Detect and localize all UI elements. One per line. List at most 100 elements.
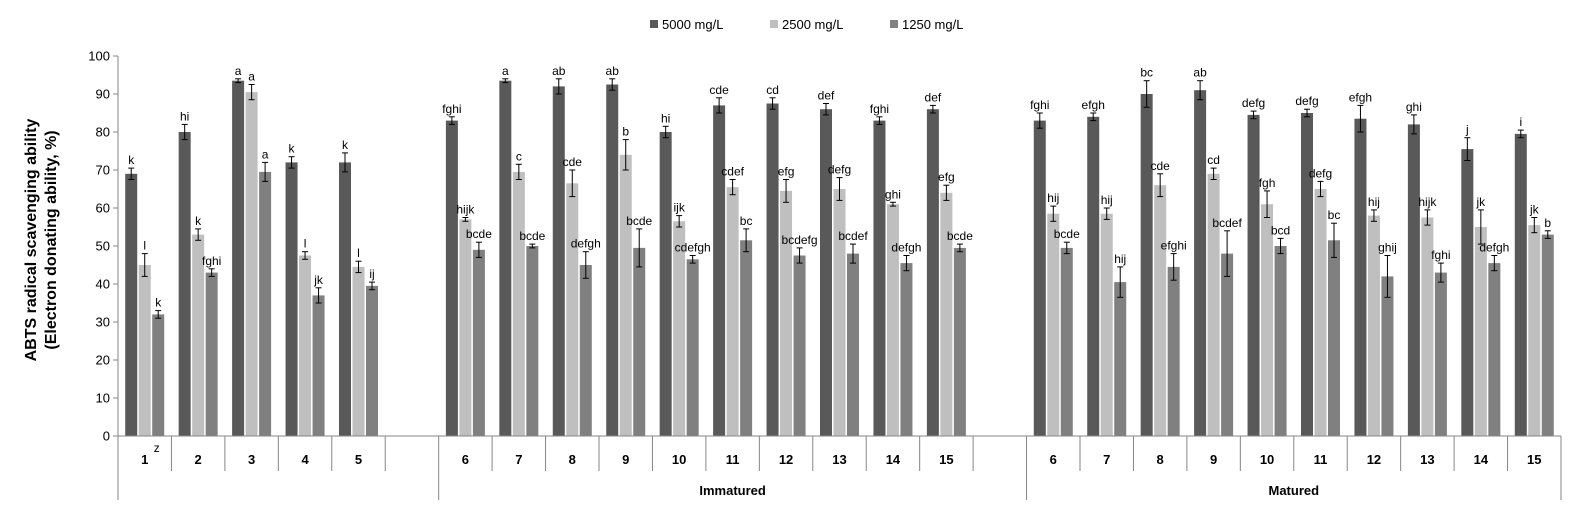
y-axis-title-line2: (Electron donating ability, %): [43, 130, 60, 349]
bar: [285, 162, 298, 436]
significance-letter: defg: [1295, 94, 1318, 108]
significance-letter: hij: [1114, 252, 1126, 266]
bar: [1167, 266, 1180, 436]
significance-letter: bcde: [1054, 227, 1080, 241]
bar: [1488, 263, 1501, 436]
bar: [953, 247, 966, 436]
significance-letter: defgh: [1479, 241, 1509, 255]
significance-letter: def: [818, 89, 835, 103]
bar: [886, 204, 899, 436]
significance-letter: defg: [1309, 166, 1332, 180]
significance-letter: bcde: [466, 227, 492, 241]
significance-letter: fghi: [202, 254, 221, 268]
bar: [1274, 246, 1287, 436]
significance-letter: a: [235, 64, 242, 78]
significance-letter: fghi: [1030, 98, 1049, 112]
significance-letter: i: [1519, 115, 1522, 129]
bar: [312, 295, 325, 436]
bar: [1033, 120, 1046, 436]
legend-swatch: [890, 20, 898, 28]
significance-letter: defg: [828, 163, 851, 177]
significance-letter: fghi: [870, 102, 889, 116]
bar: [445, 120, 458, 436]
y-tick-label: 0: [103, 429, 110, 444]
bar: [726, 187, 739, 436]
bar: [1328, 240, 1340, 436]
bar: [686, 259, 699, 436]
significance-letter: b: [622, 125, 629, 139]
category-label: 1: [141, 452, 148, 467]
significance-letter: a: [248, 70, 255, 84]
significance-letter: efg: [938, 170, 955, 184]
y-tick-label: 60: [96, 201, 110, 216]
bar: [740, 240, 753, 436]
bar: [633, 247, 646, 436]
bar: [1474, 227, 1487, 436]
y-tick-label: 10: [96, 391, 110, 406]
bar: [552, 86, 565, 437]
category-label: 14: [886, 452, 901, 467]
bar: [1381, 276, 1394, 436]
bar: [178, 132, 191, 436]
category-label: 13: [1420, 452, 1434, 467]
bar: [1194, 90, 1207, 436]
significance-letter: bcd: [1271, 223, 1290, 237]
bar: [499, 80, 512, 436]
category-label: 12: [779, 452, 793, 467]
bar: [566, 183, 579, 436]
category-label: 8: [1157, 452, 1164, 467]
significance-letter: ijk: [673, 201, 685, 215]
bar: [606, 84, 619, 436]
significance-letter: jk: [1529, 203, 1540, 217]
significance-letter: l: [304, 237, 307, 251]
y-axis-title: ABTS radical scavenging ability (Electro…: [23, 119, 60, 362]
significance-letter: hi: [180, 109, 189, 123]
significance-letter: fghi: [442, 102, 461, 116]
legend-label: 1250 mg/L: [902, 17, 963, 32]
bar: [1154, 185, 1167, 436]
significance-letter: bcde: [519, 229, 545, 243]
significance-letter: efghi: [1161, 239, 1187, 253]
significance-letter: ij: [369, 267, 374, 281]
significance-letter: hij: [1368, 195, 1380, 209]
bar: [1221, 253, 1234, 436]
bar: [1514, 133, 1527, 436]
bar: [232, 80, 245, 436]
legend-label: 2500 mg/L: [782, 17, 843, 32]
category-superscript: z: [154, 441, 160, 455]
bar: [259, 171, 272, 436]
category-label: 11: [1314, 452, 1328, 467]
category-label: 7: [515, 452, 522, 467]
bar: [205, 272, 218, 436]
y-axis: 0 10 20 30 40 50 60 70 80 90 100: [88, 49, 119, 444]
significance-letter: cd: [1207, 153, 1220, 167]
y-tick-label: 30: [96, 315, 110, 330]
category-label: 14: [1474, 452, 1489, 467]
category-label: 6: [462, 452, 469, 467]
legend-swatch: [770, 20, 778, 28]
bar: [673, 221, 686, 436]
significance-letter: cdefgh: [675, 241, 711, 255]
bar: [472, 249, 485, 436]
legend-swatch: [650, 20, 658, 28]
category-label: 12: [1367, 452, 1381, 467]
significance-letter: l: [357, 246, 360, 260]
significance-letter: cde: [1150, 159, 1170, 173]
significance-letter: bcdef: [1212, 216, 1242, 230]
significance-letter: k: [155, 296, 162, 310]
bar: [1060, 247, 1073, 436]
bar: [1100, 213, 1113, 436]
y-tick-label: 100: [88, 49, 110, 64]
significance-letter: hi: [661, 111, 670, 125]
significance-letter: ghi: [1406, 100, 1422, 114]
legend: 5000 mg/L 2500 mg/L 1250 mg/L: [650, 17, 963, 32]
significance-letter: fgh: [1259, 176, 1276, 190]
significance-letter: hij: [1101, 193, 1113, 207]
y-tick-label: 70: [96, 163, 110, 178]
significance-letter: bcdef: [838, 229, 868, 243]
bar: [1301, 113, 1313, 436]
bar: [873, 120, 886, 436]
significance-letter: b: [1544, 216, 1551, 230]
bar: [512, 171, 525, 436]
significance-letter: cde: [709, 83, 729, 97]
